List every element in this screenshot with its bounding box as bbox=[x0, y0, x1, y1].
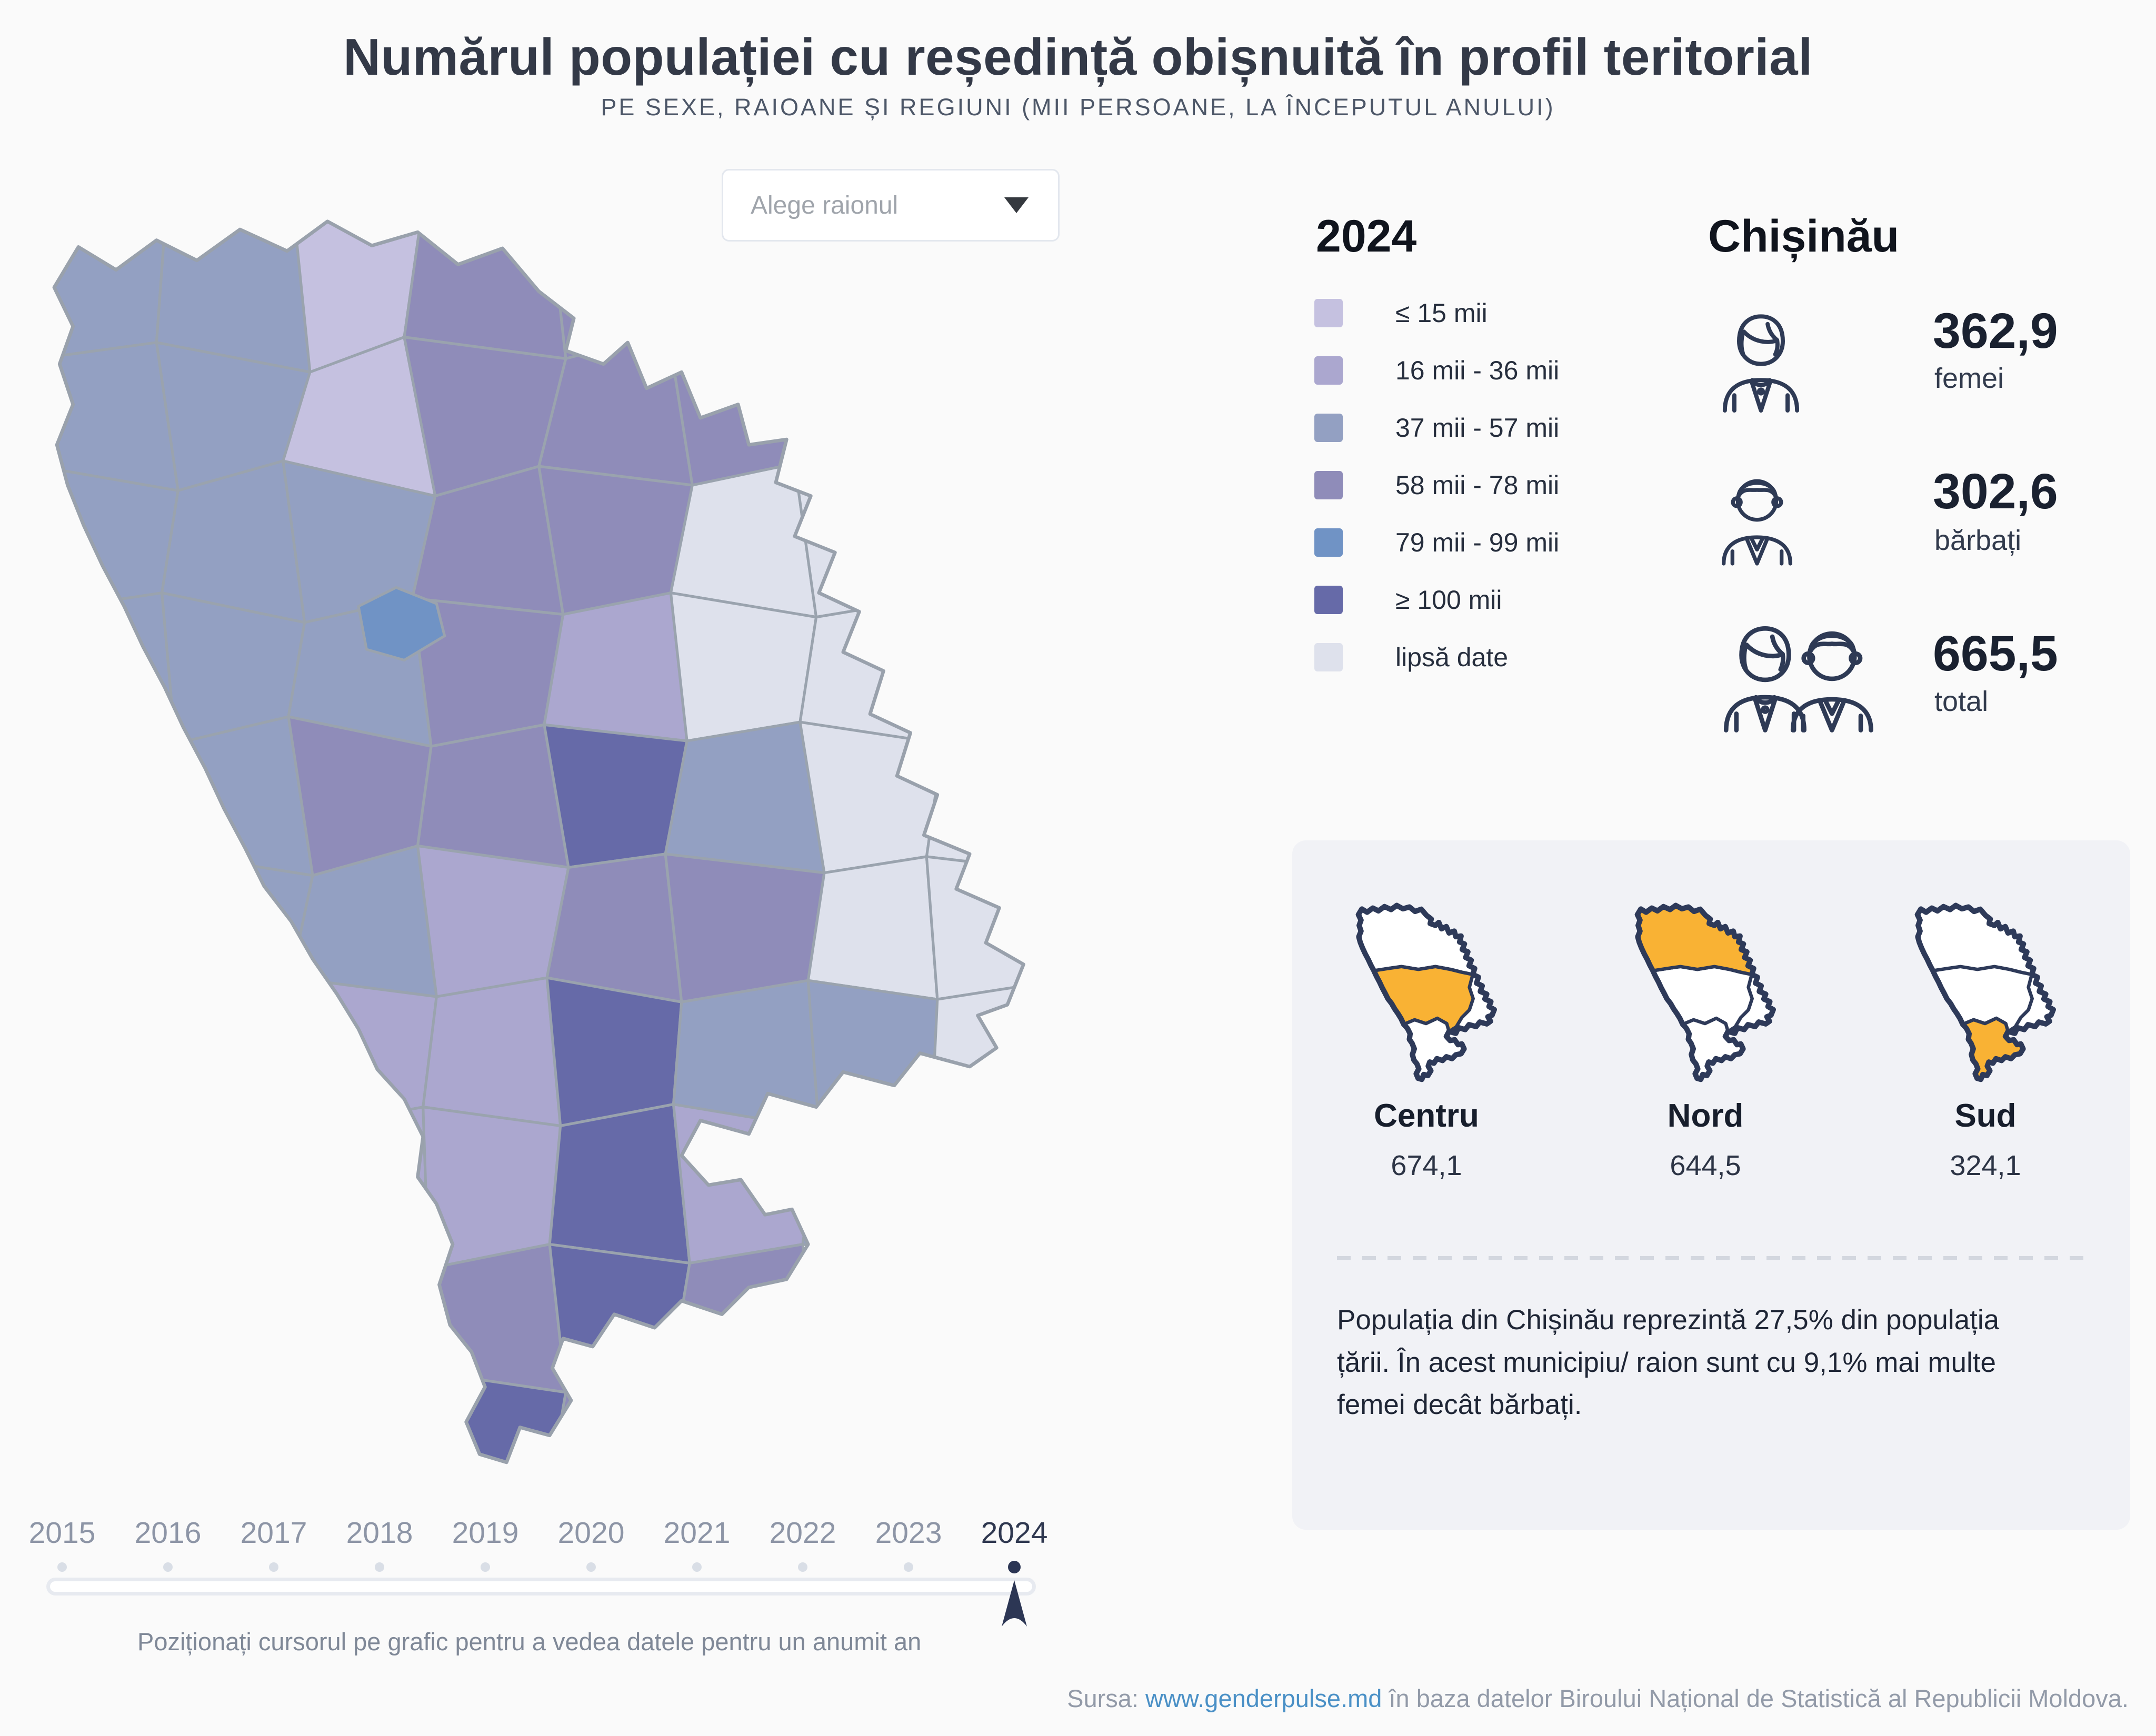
timeline-tick-selected[interactable] bbox=[1008, 1561, 1021, 1573]
chevron-down-icon bbox=[1004, 197, 1029, 213]
selected-area-title: Chișinău bbox=[1708, 211, 1900, 262]
raion-select[interactable]: Alege raionul bbox=[722, 169, 1060, 242]
region-card-centru[interactable]: Centru 674,1 bbox=[1353, 901, 1500, 1182]
man-icon bbox=[1710, 448, 1804, 589]
timeline-year-2024-selected[interactable]: 2024 bbox=[981, 1516, 1048, 1550]
map-regions[interactable] bbox=[38, 213, 1041, 1485]
woman-man-pair-icon bbox=[1710, 609, 1883, 746]
timeline-tick[interactable] bbox=[269, 1562, 278, 1572]
stat-value-femei: 362,9 bbox=[1933, 303, 2058, 359]
map-legend: ≤ 15 mii 16 mii - 36 mii 37 mii - 57 mii… bbox=[1314, 284, 1559, 686]
legend-item-label: 16 mii - 36 mii bbox=[1395, 355, 1560, 385]
color-swatch bbox=[1314, 528, 1343, 557]
stat-label-total: total bbox=[1934, 686, 1989, 717]
timeline-tick[interactable] bbox=[57, 1562, 67, 1572]
source-link[interactable]: www.genderpulse.md bbox=[1145, 1684, 1382, 1712]
timeline-hint: Poziționați cursorul pe grafic pentru a … bbox=[137, 1628, 922, 1655]
legend-item-label: 37 mii - 57 mii bbox=[1395, 413, 1560, 443]
source-label: Sursa: bbox=[1067, 1684, 1139, 1712]
region-name: Centru bbox=[1374, 1098, 1479, 1134]
timeline-year-2016[interactable]: 2016 bbox=[134, 1516, 202, 1550]
color-swatch bbox=[1314, 470, 1343, 499]
timeline-year-2015[interactable]: 2015 bbox=[28, 1516, 96, 1550]
timeline-year-2020[interactable]: 2020 bbox=[557, 1516, 625, 1550]
timeline-tick[interactable] bbox=[692, 1562, 702, 1572]
legend-item: 58 mii - 78 mii bbox=[1314, 456, 1559, 514]
timeline-tick[interactable] bbox=[586, 1562, 596, 1572]
map-region-balti[interactable] bbox=[357, 586, 446, 662]
legend-item-label: lipsă date bbox=[1395, 642, 1509, 672]
timeline-tick[interactable] bbox=[163, 1562, 173, 1572]
stat-value-total: 665,5 bbox=[1933, 626, 2058, 681]
legend-item: ≥ 100 mii bbox=[1314, 571, 1559, 628]
color-swatch bbox=[1314, 643, 1343, 671]
legend-item-label: 79 mii - 99 mii bbox=[1395, 527, 1560, 557]
timeline-year-2017[interactable]: 2017 bbox=[240, 1516, 307, 1550]
legend-item: ≤ 15 mii bbox=[1314, 284, 1559, 342]
choropleth-map[interactable] bbox=[26, 205, 1053, 1487]
summary-note: Populația din Chișinău reprezintă 27,5% … bbox=[1337, 1304, 2000, 1421]
moldova-map-svg[interactable] bbox=[26, 205, 1053, 1487]
source-text: în baza datelor Biroului Național de Sta… bbox=[1389, 1684, 2129, 1712]
timeline-tick[interactable] bbox=[798, 1562, 807, 1572]
timeline-year-2019[interactable]: 2019 bbox=[452, 1516, 519, 1550]
timeline-tick[interactable] bbox=[904, 1562, 913, 1572]
region-card-sud[interactable]: Sud 324,1 bbox=[1912, 901, 2059, 1182]
region-name: Sud bbox=[1954, 1098, 2017, 1134]
legend-item-label: ≥ 100 mii bbox=[1395, 585, 1502, 615]
color-swatch bbox=[1314, 356, 1343, 385]
region-value: 324,1 bbox=[1950, 1150, 2021, 1181]
stat-label-barbati: bărbați bbox=[1934, 525, 2022, 556]
region-value: 674,1 bbox=[1391, 1150, 1462, 1181]
legend-item-label: ≤ 15 mii bbox=[1395, 298, 1488, 328]
source-line: Sursa: www.genderpulse.md în baza datelo… bbox=[1067, 1684, 2129, 1713]
woman-icon bbox=[1710, 283, 1812, 441]
timeline-year-2018[interactable]: 2018 bbox=[346, 1516, 413, 1550]
timeline-slider-handle[interactable] bbox=[999, 1578, 1030, 1631]
moldova-minimap-centru-icon bbox=[1353, 901, 1500, 1085]
legend-item: 37 mii - 57 mii bbox=[1314, 399, 1559, 456]
timeline-tick[interactable] bbox=[481, 1562, 490, 1572]
region-card-nord[interactable]: Nord 644,5 bbox=[1632, 901, 1779, 1182]
region-name: Nord bbox=[1667, 1098, 1744, 1134]
page-subtitle: PE SEXE, RAIOANE ȘI REGIUNI (MII PERSOAN… bbox=[601, 94, 1555, 121]
color-swatch bbox=[1314, 413, 1343, 442]
legend-item-label: 58 mii - 78 mii bbox=[1395, 470, 1560, 500]
legend-year-label: 2024 bbox=[1316, 211, 1417, 262]
timeline-track[interactable] bbox=[46, 1578, 1036, 1595]
raion-select-placeholder: Alege raionul bbox=[751, 191, 899, 219]
timeline-year-2022[interactable]: 2022 bbox=[769, 1516, 836, 1550]
moldova-minimap-nord-icon bbox=[1632, 901, 1779, 1085]
legend-item: 16 mii - 36 mii bbox=[1314, 342, 1559, 399]
region-value: 644,5 bbox=[1670, 1150, 1741, 1181]
color-swatch bbox=[1314, 298, 1343, 327]
color-swatch bbox=[1314, 585, 1343, 614]
stat-value-barbati: 302,6 bbox=[1933, 464, 2058, 519]
timeline-year-2021[interactable]: 2021 bbox=[663, 1516, 731, 1550]
timeline-tick[interactable] bbox=[375, 1562, 384, 1572]
legend-item: 79 mii - 99 mii bbox=[1314, 514, 1559, 571]
legend-item: lipsă date bbox=[1314, 628, 1559, 686]
dashed-divider bbox=[1337, 1256, 2085, 1260]
stat-label-femei: femei bbox=[1934, 363, 2004, 394]
regions-panel: Centru 674,1 Nord 644,5 Sud 324,1 Po bbox=[1292, 840, 2130, 1530]
moldova-minimap-sud-icon bbox=[1912, 901, 2059, 1085]
page-title: Numărul populației cu reședință obișnuit… bbox=[343, 28, 1813, 86]
timeline-year-2023[interactable]: 2023 bbox=[875, 1516, 942, 1550]
